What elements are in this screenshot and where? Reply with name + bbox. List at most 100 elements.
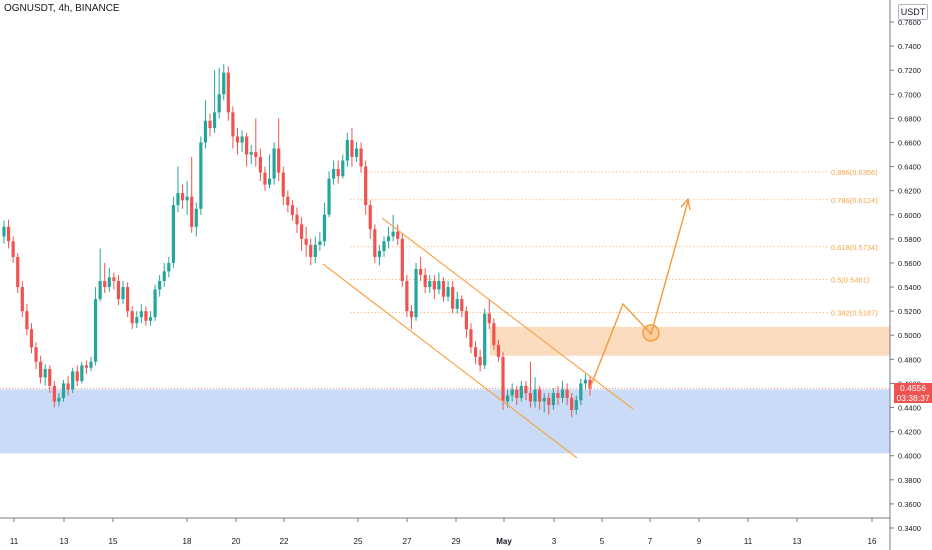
price-tick-label: 0.3400: [898, 524, 921, 533]
candle-body: [52, 385, 56, 402]
candle-body: [93, 299, 98, 362]
candle-body: [528, 393, 533, 402]
candle-body: [89, 361, 93, 368]
time-tick-label: 22: [280, 537, 289, 546]
candle-body: [222, 72, 226, 95]
candle-body: [185, 196, 189, 201]
candle-body: [199, 142, 203, 209]
time-tick-label: 11: [10, 537, 19, 546]
projected-path: [589, 200, 689, 389]
support-zone: [0, 389, 890, 454]
candle-body: [551, 393, 555, 406]
candle-body: [386, 236, 391, 242]
candle-body: [6, 226, 11, 242]
time-tick-label: 25: [354, 537, 363, 546]
candle-body: [345, 140, 349, 161]
candle-body: [304, 238, 308, 245]
time-tick-label: 3: [552, 537, 557, 546]
fibonacci-levels: 0.382(0.5187) 0.5(0.5461) 0.618(0.5734) 0.7…: [350, 168, 878, 318]
candle-body: [432, 281, 436, 290]
resistance-zone: [490, 326, 890, 356]
candle-body: [281, 172, 285, 197]
candle-body: [16, 256, 20, 288]
price-tick-label: 0.3800: [898, 476, 921, 485]
candle-body: [148, 317, 153, 321]
candle-body: [167, 262, 171, 272]
candle-body: [11, 241, 15, 257]
price-tick-label: 0.4400: [898, 404, 921, 413]
candle-body: [171, 205, 175, 263]
last-price-tag: 0.4556 03:38:37: [894, 383, 932, 403]
price-tick-label: 0.6800: [898, 114, 921, 123]
candle-body: [428, 281, 432, 288]
candle-body: [409, 311, 414, 318]
time-tick-label: May: [496, 537, 512, 546]
time-tick-label: 16: [868, 537, 877, 546]
candle-body: [66, 383, 70, 390]
candle-body: [519, 385, 523, 398]
candle-body: [483, 313, 487, 366]
candle-body: [419, 268, 423, 275]
candle-body: [61, 383, 66, 398]
candle-body: [39, 361, 43, 378]
candle-body: [57, 397, 61, 402]
candle-body: [107, 277, 111, 288]
time-axis[interactable]: 11 13 15 18 20 22 25 27 29 May 3 5 7 9 11 13 16: [0, 517, 890, 546]
candle-body: [396, 231, 400, 239]
candle-body: [34, 347, 38, 362]
candle-body: [473, 347, 478, 357]
candle-body: [510, 389, 514, 396]
candle-body: [245, 136, 249, 155]
candle-body: [277, 148, 281, 173]
candle-body: [441, 281, 446, 297]
candle-body: [350, 140, 354, 157]
candle-body: [126, 287, 130, 312]
candle-body: [217, 94, 221, 113]
candle-body: [290, 205, 295, 215]
candle-body: [414, 268, 418, 318]
candle-body: [364, 166, 368, 206]
symbol-header: OGNUSDT, 4h, BINANCE: [4, 3, 120, 14]
candle-body: [496, 344, 501, 357]
candle-body: [208, 120, 212, 129]
price-tick-label: 0.4000: [898, 452, 921, 461]
arrow-head: [680, 197, 691, 211]
time-tick-label: 29: [452, 537, 461, 546]
time-tick-label: 13: [60, 537, 69, 546]
time-tick-label: 27: [403, 537, 412, 546]
candle-body: [478, 356, 482, 366]
candle-body: [354, 148, 359, 157]
candle-body: [203, 120, 208, 143]
price-tick-label: 0.6000: [898, 211, 921, 220]
last-price-value: 0.4556: [900, 383, 926, 393]
candle-body: [487, 313, 491, 324]
fib-label: 0.382(0.5187): [831, 309, 878, 318]
candle-body: [437, 281, 441, 290]
price-tick-label: 0.5200: [898, 307, 921, 316]
candle-body: [80, 365, 84, 382]
price-tick-label: 0.5800: [898, 235, 921, 244]
candle-body: [382, 241, 386, 251]
price-tick-label: 0.6200: [898, 187, 921, 196]
candle-body: [231, 112, 235, 137]
price-axis[interactable]: 0.7600 0.7400 0.7200 0.7000 0.6800 0.6600 0.64…: [889, 0, 921, 550]
currency-badge[interactable]: USDT: [898, 4, 928, 20]
price-tick-label: 0.7600: [898, 18, 921, 27]
candle-body: [121, 287, 125, 300]
candle-body: [299, 224, 304, 239]
candle-body: [533, 389, 537, 402]
candle-body: [377, 250, 382, 257]
candle-body: [542, 397, 546, 402]
price-tick-label: 0.7200: [898, 66, 921, 75]
time-tick-label: 13: [793, 537, 802, 546]
candle-body: [368, 205, 372, 230]
candle-body: [212, 112, 217, 129]
candle-body: [492, 323, 496, 345]
candle-body: [263, 172, 267, 185]
candle-body: [400, 238, 404, 282]
candle-body: [254, 152, 258, 157]
candle-body: [327, 178, 331, 215]
candle-body: [103, 281, 107, 288]
candle-body: [130, 311, 134, 324]
